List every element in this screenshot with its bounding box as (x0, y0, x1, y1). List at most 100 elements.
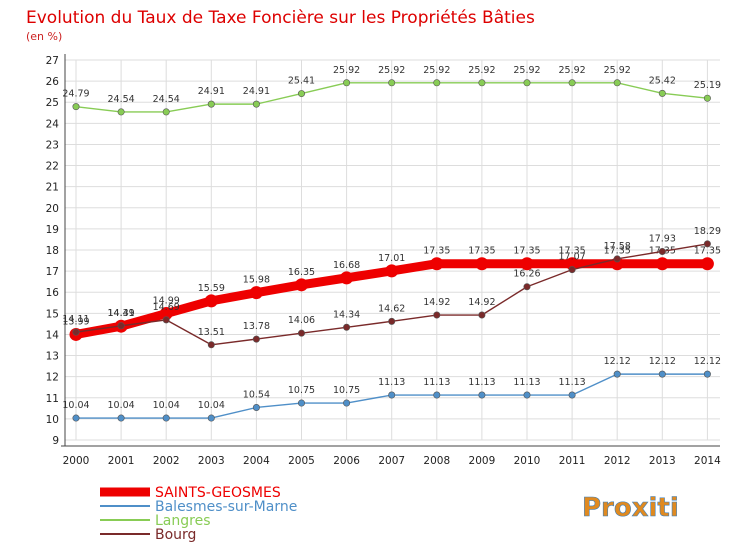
y-tick-label: 11 (46, 393, 59, 405)
y-tick-label: 21 (46, 182, 59, 194)
data-label: 25.92 (333, 65, 360, 76)
data-point (433, 311, 441, 319)
data-point (297, 90, 305, 98)
data-point (568, 266, 576, 274)
data-point (388, 391, 396, 399)
data-point (388, 317, 396, 325)
data-label: 24.91 (198, 86, 225, 97)
data-point (613, 255, 621, 263)
data-label: 17.35 (694, 246, 721, 257)
data-label: 12.12 (649, 356, 676, 367)
x-tick-label: 2013 (649, 455, 676, 467)
data-label: 10.54 (243, 389, 270, 400)
y-tick-label: 15 (46, 308, 59, 320)
data-label: 15.98 (243, 275, 270, 286)
data-label: 14.99 (153, 296, 180, 307)
data-point (523, 391, 531, 399)
legend-item: Balesmes-sur-Marne (100, 499, 297, 515)
data-point (343, 79, 351, 87)
axes: 9 10 11 12 13 14 15 16 17 18 19 20 21 22 23 24 25 26 27 200… (46, 54, 721, 467)
data-point (478, 311, 486, 319)
y-tick-label: 16 (46, 287, 60, 299)
legend-item: Bourg (100, 527, 196, 543)
data-point (433, 391, 441, 399)
data-point (655, 257, 669, 271)
data-point (523, 79, 531, 87)
data-label: 14.11 (62, 314, 89, 325)
data-point (568, 391, 576, 399)
data-label: 13.78 (243, 321, 270, 332)
data-label: 17.35 (558, 246, 585, 257)
data-point (385, 264, 399, 278)
data-label: 15.59 (198, 283, 225, 294)
data-label: 12.12 (604, 356, 631, 367)
data-point (297, 399, 305, 407)
data-point (117, 322, 125, 330)
data-point (117, 108, 125, 116)
data-label: 10.75 (288, 385, 315, 396)
y-tick-label: 27 (46, 55, 59, 67)
y-tick-label: 10 (46, 414, 59, 426)
data-point (430, 257, 444, 271)
x-tick-label: 2012 (604, 455, 631, 467)
data-point (249, 286, 263, 300)
legend-item: Langres (100, 513, 211, 529)
data-point (295, 278, 308, 292)
x-tick-label: 2009 (469, 455, 496, 467)
x-tick-label: 2002 (153, 455, 180, 467)
data-point (658, 89, 666, 97)
data-point (207, 341, 215, 349)
series-balesmes-sur-marne: 10.04 10.04 10.04 10.04 10.54 10.75 10.75 11.13… (62, 356, 721, 422)
data-point (162, 414, 170, 422)
data-label: 25.92 (423, 65, 450, 76)
data-point (343, 399, 351, 407)
data-label: 10.04 (153, 400, 180, 411)
data-point (207, 100, 215, 108)
data-label: 10.04 (107, 400, 134, 411)
data-point (703, 94, 711, 102)
y-tick-label: 18 (46, 245, 59, 257)
data-label: 13.51 (198, 327, 225, 338)
data-label: 25.92 (558, 65, 585, 76)
y-tick-label: 25 (46, 97, 59, 109)
data-point (523, 283, 531, 291)
data-point (162, 108, 170, 116)
series-bourg: 14.11 14.41 14.69 13.51 13.78 14.06 14.34 14.62… (62, 226, 721, 349)
data-point (520, 257, 534, 271)
data-point (72, 328, 80, 336)
data-point (207, 414, 215, 422)
x-tick-label: 2004 (243, 455, 270, 467)
data-label: 11.13 (423, 377, 450, 388)
legend-label: Bourg (155, 527, 196, 543)
data-point (340, 271, 354, 285)
data-label: 14.92 (423, 297, 450, 308)
x-tick-label: 2005 (288, 455, 315, 467)
series-group: 13.99 14.39 14.99 15.59 15.98 16.35 16.68 17.01… (62, 65, 721, 422)
data-label: 24.79 (62, 89, 89, 100)
data-label: 11.13 (468, 377, 495, 388)
x-tick-label: 2000 (63, 455, 90, 467)
data-point (252, 100, 260, 108)
series-langres: 24.79 24.54 24.54 24.91 24.91 25.41 25.92 25.92… (62, 65, 721, 116)
logo-text: Proxiti (582, 493, 679, 523)
data-point (72, 103, 80, 111)
data-label: 16.68 (333, 260, 360, 271)
data-point (610, 257, 624, 271)
data-label: 14.62 (378, 303, 405, 314)
x-tick-label: 2001 (108, 455, 135, 467)
data-label: 11.13 (378, 377, 405, 388)
data-point (252, 403, 260, 411)
data-point (72, 414, 80, 422)
data-label: 14.34 (333, 309, 360, 320)
chart-title: Evolution du Taux de Taxe Foncière sur l… (26, 8, 535, 28)
y-tick-label: 23 (46, 139, 59, 151)
y-tick-label: 22 (46, 161, 59, 173)
data-point (475, 257, 489, 271)
data-point (478, 79, 486, 87)
data-point (703, 370, 711, 378)
chart-subtitle: (en %) (26, 30, 62, 43)
data-label: 16.35 (288, 267, 315, 278)
series-saints-geosmes: 13.99 14.39 14.99 15.59 15.98 16.35 16.68 17.01… (62, 246, 721, 341)
data-point (343, 323, 351, 331)
